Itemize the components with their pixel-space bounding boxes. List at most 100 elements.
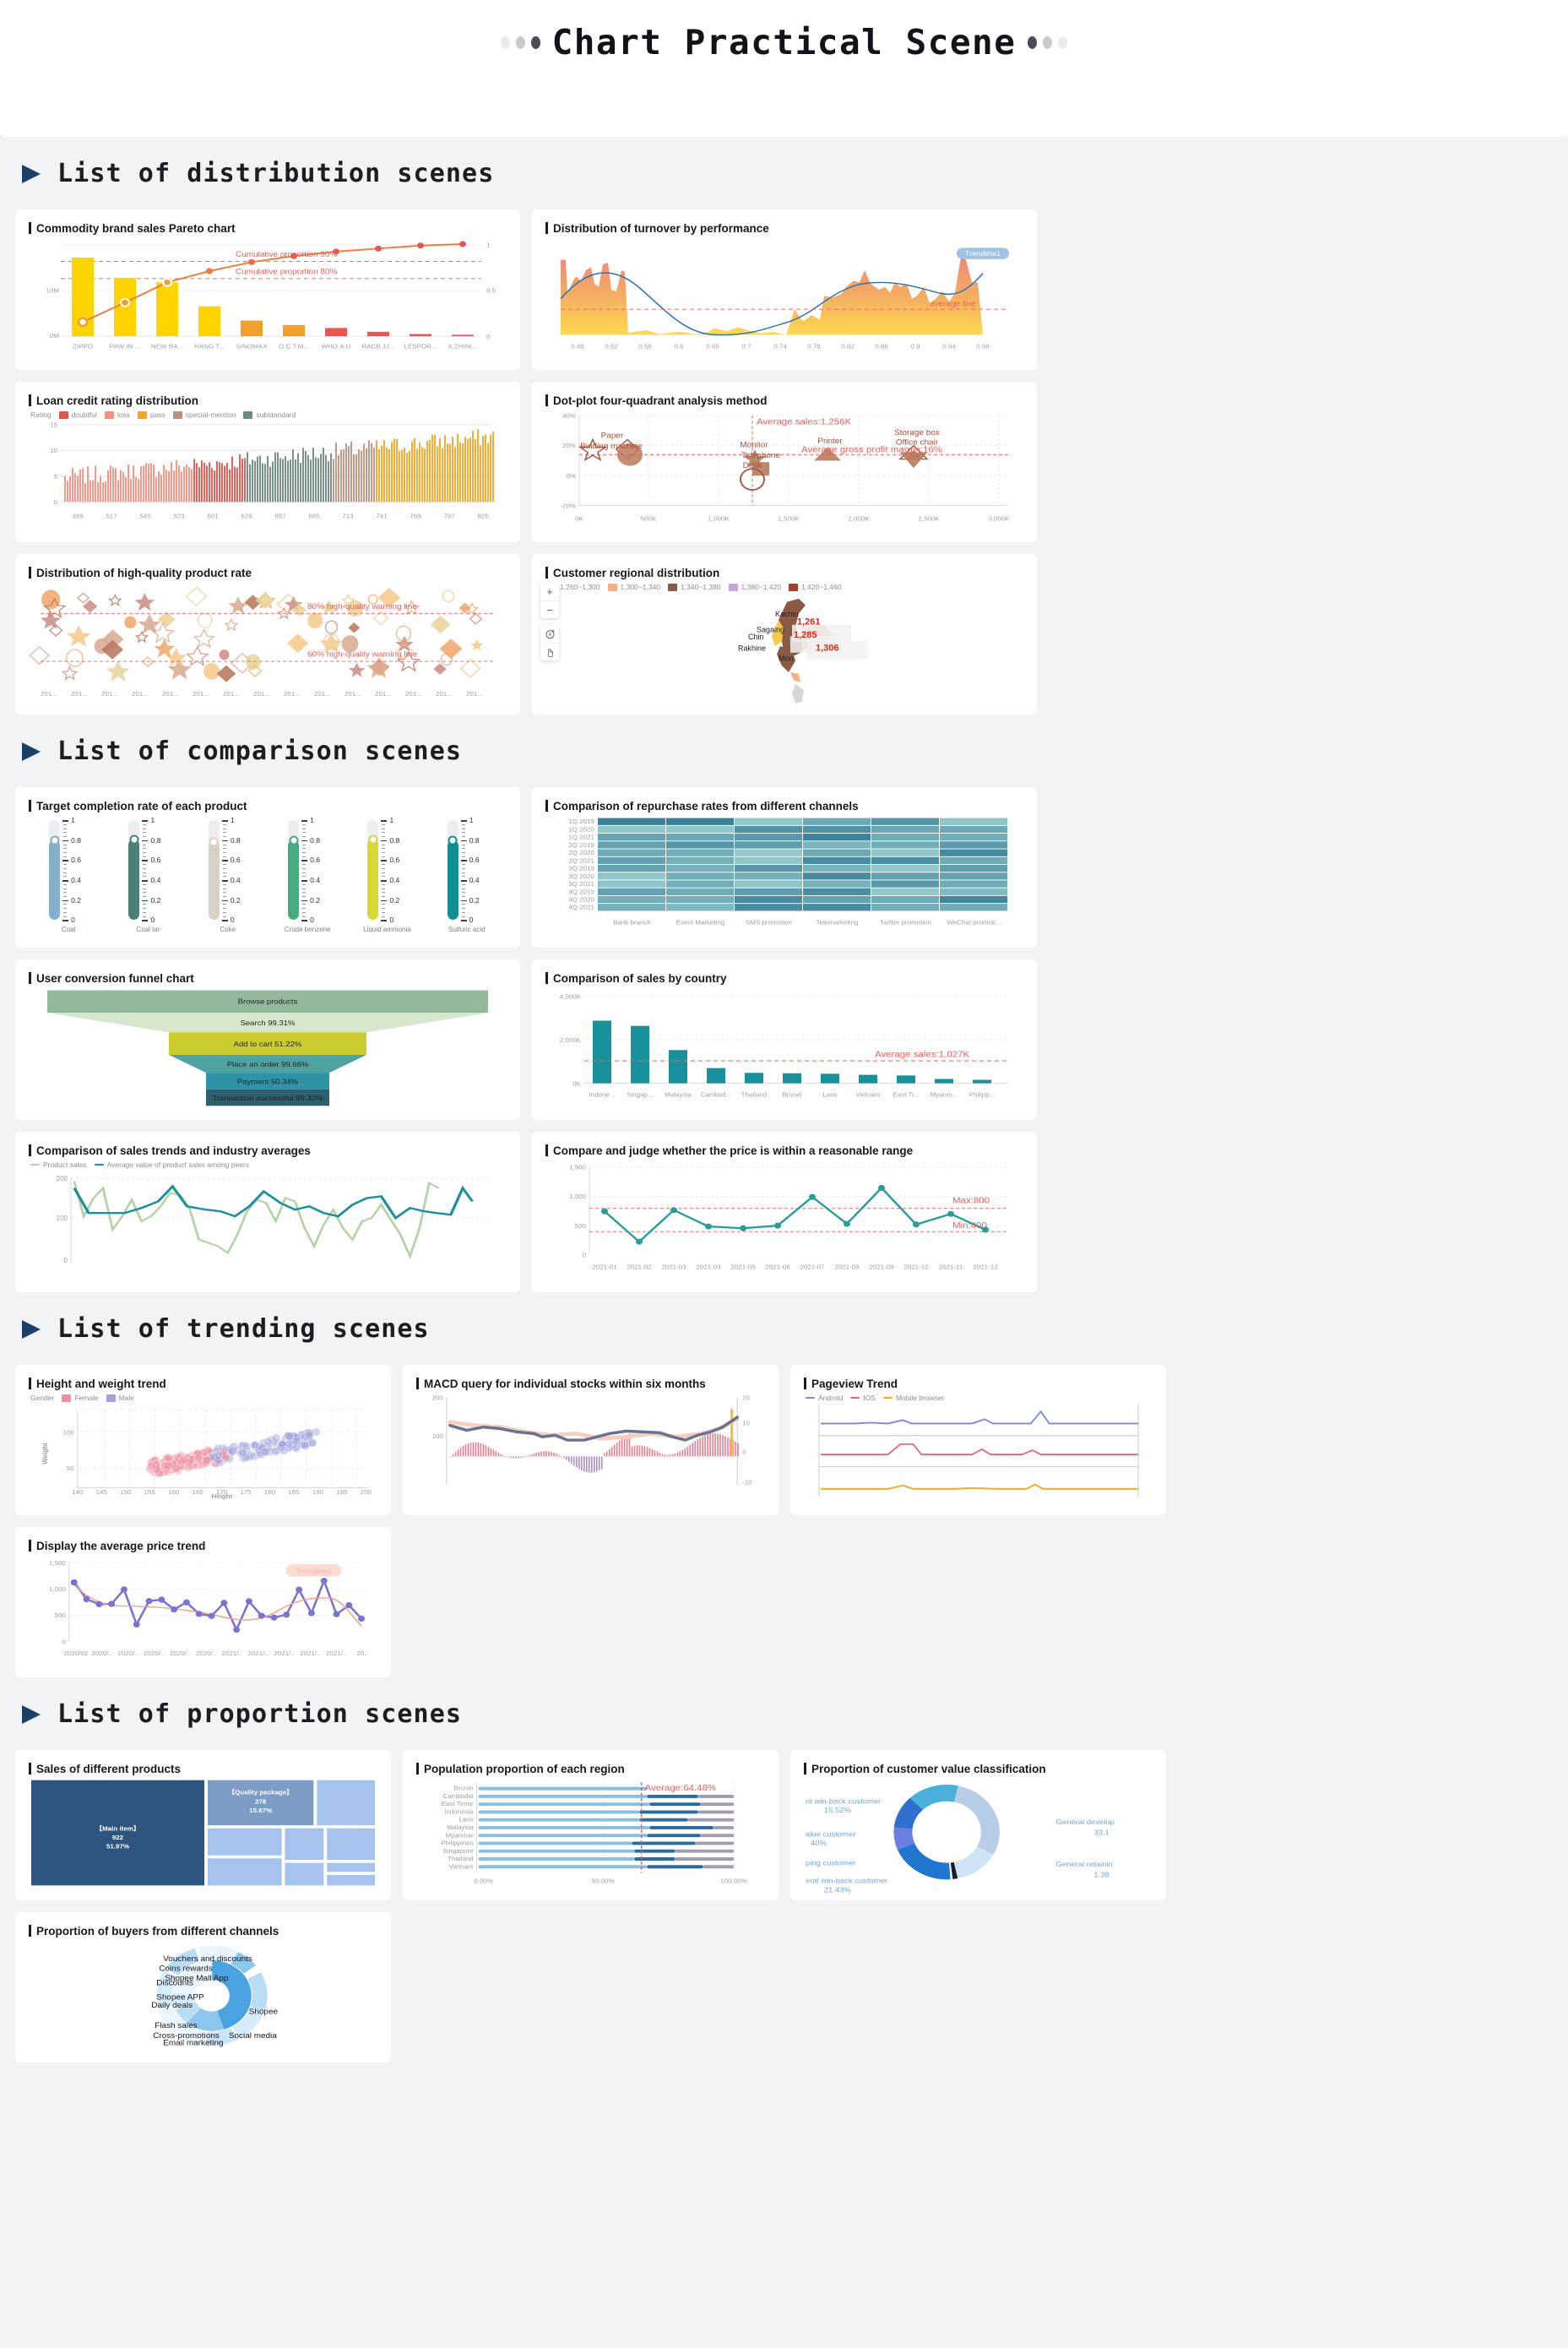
- data-point[interactable]: [160, 1461, 171, 1470]
- data-point[interactable]: [636, 1238, 643, 1245]
- pan-hand-icon[interactable]: [540, 643, 559, 660]
- slider-coke[interactable]: 1 0.8 0.6 0.4 0.2 0 Coke: [190, 816, 266, 948]
- data-point[interactable]: [160, 1460, 171, 1470]
- data-point[interactable]: [220, 1445, 230, 1455]
- heatmap-cell[interactable]: [940, 896, 1007, 904]
- data-point[interactable]: [198, 1448, 209, 1459]
- data-point[interactable]: [287, 1441, 297, 1451]
- data-point[interactable]: [164, 1463, 174, 1473]
- data-point[interactable]: [320, 1578, 328, 1584]
- data-point[interactable]: [263, 1437, 273, 1447]
- data-point[interactable]: [214, 1455, 225, 1465]
- funnel-stage-shape[interactable]: [169, 1032, 366, 1056]
- card-customer-value-donut[interactable]: Proportion of customer value classificat…: [790, 1750, 1166, 1900]
- data-point[interactable]: [303, 1428, 313, 1438]
- data-point[interactable]: [174, 1454, 185, 1465]
- data-point[interactable]: [154, 1469, 165, 1479]
- heatmap-cell[interactable]: [735, 865, 802, 872]
- data-point[interactable]: [193, 1450, 203, 1460]
- card-price-range[interactable]: Compare and judge whether the price is w…: [532, 1132, 1037, 1292]
- bar-segment[interactable]: [695, 1841, 735, 1845]
- donut-inner-segment[interactable]: [172, 1960, 252, 2032]
- donut-outer-segment[interactable]: [154, 1944, 270, 2048]
- data-point[interactable]: [195, 1456, 205, 1466]
- data-point[interactable]: [176, 1458, 187, 1468]
- data-point[interactable]: [214, 1454, 225, 1465]
- data-point[interactable]: [284, 1443, 295, 1453]
- bar-segment[interactable]: [713, 1826, 735, 1830]
- heatmap-cell[interactable]: [871, 888, 939, 896]
- data-point[interactable]: [740, 1225, 746, 1232]
- card-pageview-trend[interactable]: Pageview Trend Android IOS Mobile browse…: [790, 1365, 1166, 1515]
- data-point[interactable]: [214, 1449, 225, 1459]
- data-point[interactable]: [279, 1440, 289, 1450]
- heatmap-cell[interactable]: [940, 888, 1007, 896]
- slider-liquid-ammonia[interactable]: 1 0.8 0.6 0.4 0.2 0 Liquid ammonia: [349, 816, 425, 948]
- heatmap-cell[interactable]: [803, 872, 871, 880]
- data-point[interactable]: [237, 1448, 247, 1458]
- donut-segment[interactable]: [893, 1785, 1000, 1880]
- heatmap-cell[interactable]: [940, 849, 1007, 857]
- data-point[interactable]: [212, 1452, 222, 1462]
- data-point[interactable]: [193, 1448, 203, 1459]
- data-point[interactable]: [283, 1432, 293, 1442]
- legend-item-ios[interactable]: IOS: [850, 1394, 876, 1402]
- data-point[interactable]: [292, 1432, 302, 1442]
- data-point[interactable]: [307, 1610, 315, 1617]
- data-point[interactable]: [281, 1437, 291, 1447]
- data-point[interactable]: [259, 1448, 269, 1458]
- card-height-weight[interactable]: Height and weight trend Gender Female Ma…: [15, 1365, 391, 1515]
- heatmap-cell[interactable]: [871, 880, 939, 888]
- bar-segment[interactable]: [634, 1850, 675, 1853]
- data-point[interactable]: [185, 1458, 195, 1468]
- data-point[interactable]: [244, 1452, 254, 1462]
- data-point[interactable]: [183, 1454, 193, 1464]
- legend-item-doubtful[interactable]: doubtful: [58, 410, 97, 419]
- data-point[interactable]: [280, 1439, 290, 1449]
- data-point[interactable]: [161, 1465, 171, 1475]
- data-point[interactable]: [226, 1448, 236, 1458]
- data-point[interactable]: [296, 1430, 307, 1440]
- data-point[interactable]: [195, 1611, 203, 1617]
- legend-item-product-sales[interactable]: Product sales: [30, 1160, 87, 1169]
- data-point[interactable]: [206, 1447, 216, 1457]
- bar[interactable]: [707, 1068, 725, 1084]
- data-point[interactable]: [283, 1439, 293, 1449]
- data-point[interactable]: [226, 1444, 236, 1454]
- slider-knob[interactable]: [289, 835, 299, 845]
- data-point[interactable]: [220, 1451, 230, 1461]
- data-point[interactable]: [155, 1462, 165, 1472]
- data-point[interactable]: [299, 1440, 309, 1450]
- data-point[interactable]: [150, 1459, 161, 1470]
- bar[interactable]: [783, 1073, 801, 1084]
- data-point[interactable]: [241, 1442, 252, 1452]
- data-point[interactable]: [152, 1459, 162, 1470]
- data-point[interactable]: [133, 1621, 140, 1628]
- data-point[interactable]: [291, 1434, 301, 1443]
- heatmap-cell[interactable]: [666, 904, 734, 911]
- heatmap-cell[interactable]: [803, 896, 871, 904]
- data-point[interactable]: [213, 1455, 223, 1465]
- bar-segment[interactable]: [647, 1865, 703, 1869]
- data-point[interactable]: [290, 1443, 301, 1452]
- data-point[interactable]: [257, 1445, 267, 1454]
- data-point[interactable]: [303, 1435, 313, 1445]
- data-point[interactable]: [167, 1459, 178, 1469]
- legend-item-male[interactable]: Male: [106, 1394, 134, 1402]
- heatmap-cell[interactable]: [735, 834, 802, 841]
- data-point[interactable]: [947, 1210, 954, 1218]
- data-point[interactable]: [284, 1431, 294, 1441]
- map-zoom-group[interactable]: + −: [540, 583, 559, 618]
- slider-track[interactable]: [49, 820, 61, 921]
- data-point[interactable]: [149, 1468, 160, 1478]
- data-point[interactable]: [95, 1601, 103, 1608]
- heatmap-cell[interactable]: [735, 841, 802, 849]
- card-loan-credit-rating[interactable]: Loan credit rating distribution Rating d…: [15, 382, 520, 542]
- card-dotplot-quadrant[interactable]: Dot-plot four-quadrant analysis method: [532, 382, 1037, 542]
- bar[interactable]: [631, 1025, 649, 1084]
- bar-segment[interactable]: [703, 1865, 735, 1869]
- data-point[interactable]: [164, 1462, 174, 1472]
- bar-segment[interactable]: [687, 1818, 735, 1822]
- map-tool-group[interactable]: A: [540, 625, 559, 660]
- legend-item-mobile-browser[interactable]: Mobile browser: [882, 1394, 945, 1402]
